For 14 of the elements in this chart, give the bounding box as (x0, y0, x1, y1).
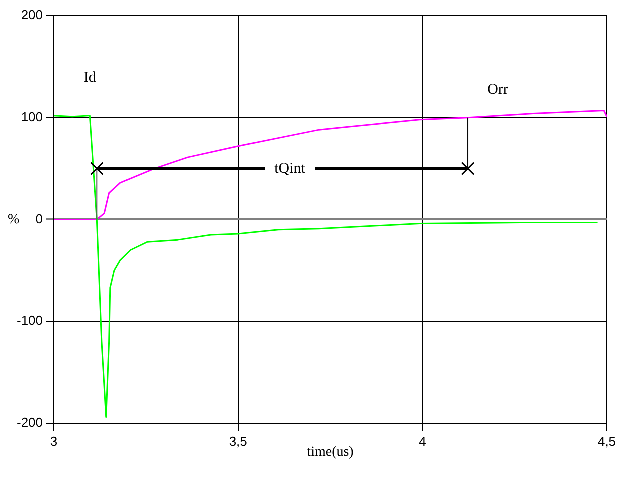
series-label: Orr (488, 82, 508, 98)
y-axis-title: % (8, 212, 20, 228)
annotation: tQint (274, 160, 306, 177)
y-tick-label: 0 (36, 211, 44, 226)
y-tick-label: -200 (16, 414, 44, 430)
x-tick-label: 4,5 (598, 434, 616, 449)
text: Id (84, 70, 97, 86)
x-tick-label: 3,5 (229, 434, 248, 449)
x-tick-label: 3 (50, 434, 58, 449)
y-tick-label: -100 (16, 313, 44, 328)
x-axis-title: time(us) (307, 445, 354, 460)
y-tick-label: 200 (21, 8, 44, 23)
x-tick-label: 4 (419, 434, 426, 449)
y-tick-label: 100 (21, 109, 44, 124)
